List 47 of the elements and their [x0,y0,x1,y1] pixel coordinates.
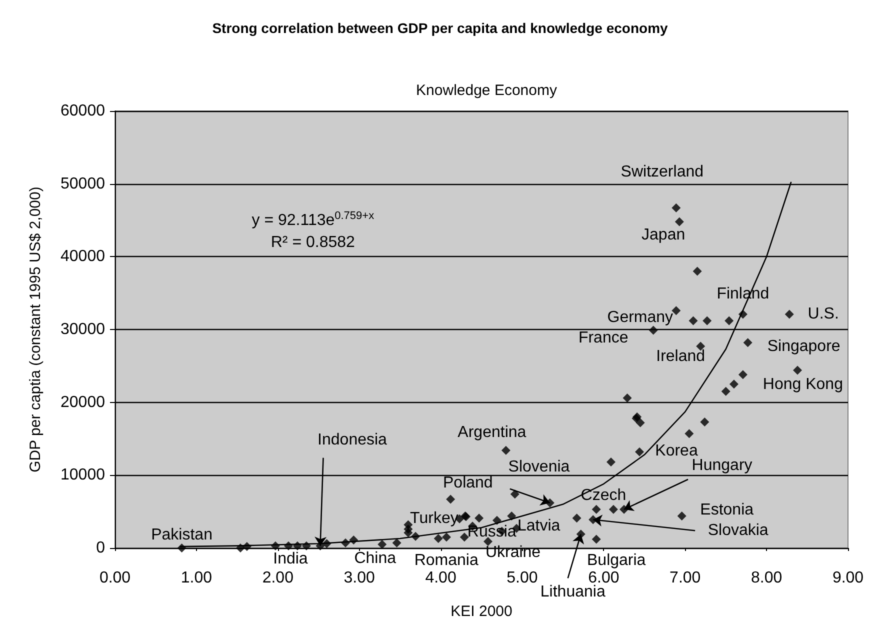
x-tick-label: 1.00 [180,570,212,586]
y-tick-label: 20000 [60,394,106,411]
x-tick-label: 9.00 [832,570,864,586]
x-tick-label: 2.00 [262,570,294,586]
y-tick-label: 50000 [60,175,106,192]
annotation: Indonesia [318,431,388,448]
annotation: Ireland [656,348,706,365]
annotation: France [578,330,628,347]
annotation: Slovenia [508,458,570,476]
y-tick-label: 0 [96,540,106,556]
annotation: Hong Kong [762,376,843,394]
y-axis-title: GDP per captia (constant 1995 US$ 2,000) [27,186,44,472]
chart-subtitle: Knowledge Economy [416,82,558,99]
annotation: Romania [414,552,478,570]
x-axis-title: KEI 2000 [450,603,512,620]
y-tick-label: 10000 [60,466,106,484]
annotation: Poland [443,474,493,492]
x-tick-label: 4.00 [425,570,456,586]
annotation: Argentina [458,424,526,441]
annotation: Korea [655,442,698,460]
annotation: Estonia [700,501,754,518]
annotation: Hungary [692,456,752,474]
x-tick-label: 5.00 [506,570,538,586]
annotation: Turkey [410,510,458,528]
annotation: Germany [607,309,674,326]
x-tick-label: 3.00 [344,570,376,586]
annotation: Japan [642,226,686,244]
x-tick-label: 7.00 [670,570,701,586]
y-tick-label: 40000 [60,248,106,266]
annotation: Latvia [517,518,560,535]
x-tick-label: 8.00 [750,570,782,586]
chart-title: Strong correlation between GDP per capita and knowledge economy [212,20,668,36]
annotation: Czech [580,486,626,504]
annotation: Lithuania [540,584,606,601]
annotation: Switzerland [620,163,704,180]
y-tick-label: 60000 [60,102,106,120]
x-tick-label: 6.00 [588,570,620,586]
annotation: Pakistan [151,526,212,544]
annotation: Slovakia [708,522,768,540]
annotation: Bulgaria [586,552,646,569]
annotation: India [273,550,308,568]
y-tick-label: 30000 [60,321,106,338]
annotation: China [354,550,396,567]
annotation: U.S. [808,306,839,323]
annotation: R² = 0.8582 [270,234,356,251]
annotation: Singapore [767,338,840,356]
x-tick-label: 0.00 [99,570,131,586]
